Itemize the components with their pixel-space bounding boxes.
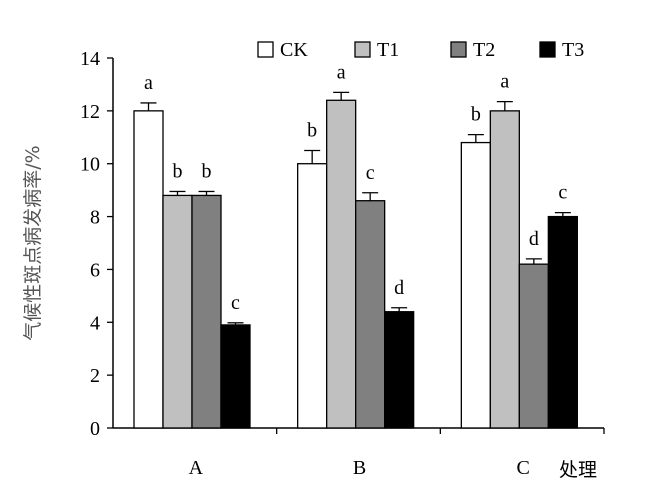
y-tick-label: 0	[90, 418, 100, 440]
y-tick-label: 10	[80, 154, 100, 176]
significance-letter: a	[500, 71, 509, 93]
bar	[460, 141, 491, 429]
significance-letter: b	[202, 160, 212, 182]
y-axis-label: 气候性斑点病发病率/%	[22, 145, 44, 340]
significance-letter: b	[471, 104, 481, 126]
legend-swatch	[354, 41, 371, 58]
legend-swatch	[257, 41, 274, 58]
x-tick-label: A	[189, 457, 204, 479]
legend-label: T3	[562, 39, 584, 61]
significance-letter: b	[173, 160, 183, 182]
significance-letter: c	[558, 182, 567, 204]
y-tick-label: 4	[90, 312, 100, 334]
bar	[547, 215, 578, 429]
significance-letter: c	[366, 162, 375, 184]
bar	[162, 194, 193, 429]
bar	[518, 263, 549, 429]
significance-letter: d	[394, 277, 404, 299]
significance-letter: d	[529, 228, 539, 250]
significance-letter: c	[231, 292, 240, 314]
significance-letter: b	[307, 120, 317, 142]
legend-label: T1	[377, 39, 399, 61]
axes: 0 2 4 6 8 10 12 14 A B C	[80, 48, 605, 479]
significance-letter: a	[144, 72, 153, 94]
y-tick-label: 8	[90, 207, 100, 229]
legend-label: T2	[473, 39, 495, 61]
significance-letter: a	[337, 61, 346, 83]
y-tick-label: 2	[90, 365, 100, 387]
bar	[355, 200, 386, 429]
x-tick-label: B	[353, 457, 366, 479]
y-tick-label: 12	[80, 101, 100, 123]
bars	[133, 99, 578, 429]
y-tick-label: 6	[90, 259, 100, 281]
y-tick-label: 14	[80, 48, 100, 70]
legend: CK T1 T2 T3	[257, 39, 584, 61]
legend-label: CK	[280, 39, 308, 61]
axis-labels: 气候性斑点病发病率/% 处理	[22, 145, 597, 481]
error-bars	[140, 91, 571, 325]
bar	[133, 110, 164, 429]
bar	[489, 110, 520, 429]
x-axis-label: 处理	[559, 459, 597, 481]
bar	[326, 99, 357, 429]
legend-swatch	[539, 41, 556, 58]
bar	[384, 311, 415, 429]
bar	[297, 163, 328, 429]
legend-swatch	[450, 41, 467, 58]
bar	[220, 324, 251, 429]
bar	[191, 194, 222, 429]
x-tick-label: C	[516, 457, 529, 479]
